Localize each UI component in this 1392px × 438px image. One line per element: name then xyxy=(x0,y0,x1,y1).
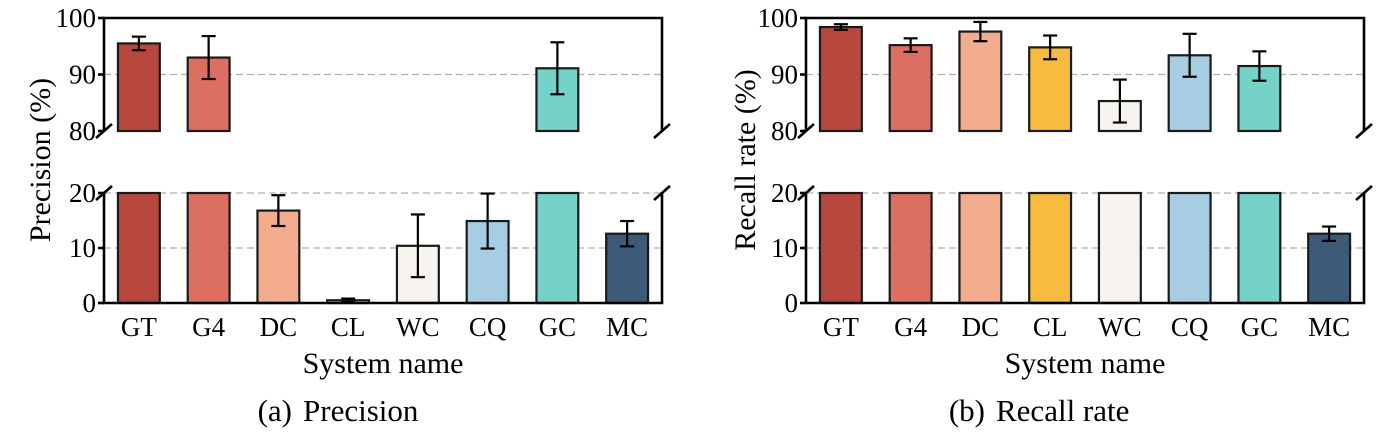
error-bar-mc xyxy=(620,219,635,248)
x-tick-label: CQ xyxy=(469,312,507,342)
error-bar-cq xyxy=(480,192,495,250)
bar-g4-lower xyxy=(888,191,933,305)
x-tick-label: MC xyxy=(606,312,648,342)
y-tick-label: 0 xyxy=(785,288,799,318)
bar-g4-upper xyxy=(888,44,933,133)
y-axis-title: Precision (%) xyxy=(24,78,57,242)
x-tick-label: GC xyxy=(539,312,577,342)
bar-dc-upper xyxy=(958,30,1003,133)
x-tick-label: WC xyxy=(396,312,440,342)
bar-gt-upper xyxy=(818,25,863,133)
axis-break-mark xyxy=(1355,123,1373,139)
y-tick-label: 90 xyxy=(771,60,798,90)
bar-gt-lower xyxy=(116,191,161,305)
bar-dc-lower xyxy=(958,191,1003,305)
x-tick-label: GT xyxy=(121,312,157,342)
x-tick-label: GC xyxy=(1241,312,1279,342)
caption-title: Recall rate xyxy=(996,393,1129,428)
error-bar-wc xyxy=(410,213,425,279)
caption-title: Precision xyxy=(303,393,419,428)
y-tick-label: 100 xyxy=(758,3,799,33)
bar-gc-lower xyxy=(1237,191,1282,305)
y-tick-label: 10 xyxy=(771,233,798,263)
bar-gc-lower xyxy=(535,191,580,305)
x-tick-label: CQ xyxy=(1171,312,1209,342)
error-bar-wc xyxy=(1112,78,1127,124)
bar-cl-lower xyxy=(1028,191,1073,305)
error-bar-gt xyxy=(833,23,848,31)
error-bar-gc xyxy=(1252,50,1267,82)
y-tick-label: 80 xyxy=(69,116,96,146)
x-tick-label: MC xyxy=(1308,312,1350,342)
y-tick-label: 90 xyxy=(69,60,96,90)
caption-label: (b) xyxy=(949,393,985,428)
bar-wc-lower xyxy=(1097,191,1142,305)
y-tick-label: 100 xyxy=(56,3,97,33)
axis-break-mark xyxy=(653,123,671,139)
y-tick-label: 0 xyxy=(83,288,97,318)
x-tick-label: DC xyxy=(260,312,298,342)
error-bar-g4 xyxy=(903,37,918,54)
bar-g4-lower xyxy=(186,191,231,305)
chart-precision: GT G4 DC CL WC CQ GC MC 80 90 100 0 10 20 Precision (… xyxy=(24,3,671,428)
bar-cl-upper xyxy=(1028,46,1073,133)
y-tick-label: 10 xyxy=(69,233,96,263)
error-bar-g4 xyxy=(201,34,216,81)
error-bar-cl xyxy=(1043,34,1058,61)
x-tick-label: G4 xyxy=(192,312,225,342)
bar-gt-upper xyxy=(116,42,161,133)
x-axis-title: System name xyxy=(1005,347,1166,380)
x-tick-label: CL xyxy=(1033,312,1068,342)
caption-label: (a) xyxy=(258,393,292,428)
bar-mc-lower xyxy=(1307,232,1352,305)
bar-gt-lower xyxy=(818,191,863,305)
error-bar-dc xyxy=(271,194,286,228)
error-bar-gt xyxy=(131,35,146,52)
x-tick-label: DC xyxy=(962,312,1000,342)
y-tick-label: 20 xyxy=(69,178,96,208)
bar-cq-lower xyxy=(1167,191,1212,305)
y-axis-title: Recall rate (%) xyxy=(729,69,762,251)
axis-break-mark xyxy=(1355,185,1373,201)
error-bar-gc xyxy=(550,41,565,96)
chart-recall-rate: GT G4 DC CL WC CQ GC MC 80 90 100 0 10 20 Recall rate… xyxy=(729,3,1373,428)
x-tick-label: CL xyxy=(331,312,366,342)
x-tick-label: GT xyxy=(823,312,859,342)
x-tick-label: G4 xyxy=(894,312,927,342)
y-tick-label: 20 xyxy=(771,178,798,208)
x-tick-label: WC xyxy=(1098,312,1142,342)
y-tick-label: 80 xyxy=(771,116,798,146)
axis-break-mark xyxy=(653,185,671,201)
error-bar-cq xyxy=(1182,32,1197,78)
error-bar-mc xyxy=(1322,225,1337,242)
error-bar-dc xyxy=(973,20,988,43)
x-axis-title: System name xyxy=(303,347,464,380)
